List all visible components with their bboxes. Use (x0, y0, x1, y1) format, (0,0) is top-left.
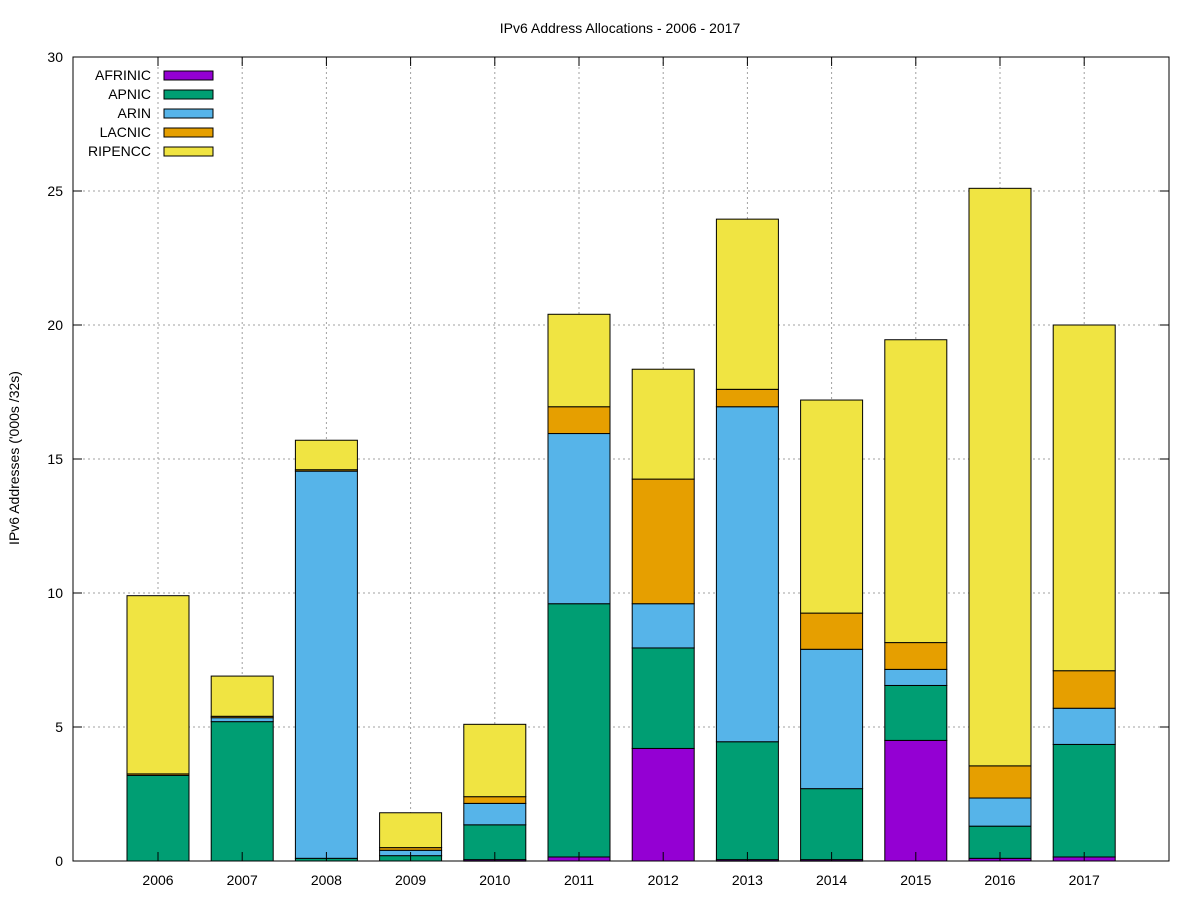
y-tick-label: 5 (55, 719, 63, 735)
bar-segment-ripencc-2017 (1052, 324, 1116, 672)
x-tick-label: 2014 (816, 872, 847, 888)
bar-segment-lacnic-2012 (631, 478, 695, 605)
bar-segment-arin-2010 (463, 802, 527, 826)
bar-segment-arin-2015 (884, 668, 948, 686)
bar-segment-apnic-2011 (547, 603, 611, 858)
bar-segment-ripencc-2010 (463, 723, 527, 798)
bar-segment-arin-2008 (294, 470, 358, 859)
y-tick-label: 10 (47, 585, 63, 601)
bar-segment-lacnic-2013 (715, 388, 779, 408)
legend-swatch (163, 89, 214, 100)
bar-segment-arin-2012 (631, 603, 695, 649)
bar-segment-ripencc-2013 (715, 218, 779, 390)
x-tick-label: 2012 (648, 872, 679, 888)
y-tick-label: 20 (47, 317, 63, 333)
y-tick-label: 25 (47, 183, 63, 199)
bar-segment-apnic-2006 (126, 774, 190, 862)
x-tick-label: 2007 (227, 872, 258, 888)
legend-label: RIPENCC (88, 143, 151, 159)
y-axis-label: IPv6 Addresses ('000s /32s) (6, 371, 22, 545)
bar-segment-apnic-2007 (210, 721, 274, 862)
bar-segment-apnic-2017 (1052, 743, 1116, 858)
bar-segment-arin-2011 (547, 433, 611, 605)
bar-segment-arin-2013 (715, 406, 779, 743)
bar-segment-lacnic-2015 (884, 642, 948, 670)
x-tick-label: 2010 (479, 872, 510, 888)
legend-swatch (163, 70, 214, 81)
bar-segment-lacnic-2014 (800, 612, 864, 650)
bar-segment-apnic-2014 (800, 788, 864, 861)
legend-swatch (163, 127, 214, 138)
bar-segment-afrinic-2015 (884, 739, 948, 862)
x-tick-label: 2011 (564, 872, 594, 888)
x-tick-label: 2008 (311, 872, 342, 888)
bar-segment-arin-2017 (1052, 707, 1116, 745)
y-tick-label: 30 (47, 49, 63, 65)
legend-label: AFRINIC (95, 67, 151, 83)
bar-segment-arin-2014 (800, 648, 864, 790)
bars (126, 187, 1116, 862)
bar-segment-lacnic-2010 (463, 796, 527, 804)
bar-segment-ripencc-2008 (294, 439, 358, 471)
legend-label: ARIN (118, 105, 151, 121)
bar-segment-lacnic-2011 (547, 406, 611, 435)
bar-segment-ripencc-2006 (126, 595, 190, 775)
bar-segment-ripencc-2012 (631, 368, 695, 480)
bar-segment-ripencc-2009 (379, 812, 443, 849)
bar-segment-apnic-2013 (715, 741, 779, 861)
bar-segment-apnic-2015 (884, 684, 948, 741)
legend-swatch (163, 108, 214, 119)
chart-title: IPv6 Address Allocations - 2006 - 2017 (500, 20, 741, 36)
x-tick-label: 2015 (900, 872, 931, 888)
bar-segment-ripencc-2015 (884, 339, 948, 644)
x-tick-label: 2009 (395, 872, 426, 888)
x-tick-label: 2013 (732, 872, 763, 888)
bar-segment-ripencc-2007 (210, 675, 274, 717)
y-tick-label: 0 (55, 853, 63, 869)
x-tick-label: 2016 (984, 872, 1015, 888)
bar-segment-ripencc-2016 (968, 187, 1032, 767)
bar-segment-lacnic-2017 (1052, 670, 1116, 709)
y-tick-label: 15 (47, 451, 63, 467)
x-tick-label: 2006 (142, 872, 173, 888)
axis-ticks: 0 5 10 15 20 25 30 2006 2007 2008 2009 2010 2011 2012… (47, 49, 1169, 888)
bar-segment-lacnic-2016 (968, 765, 1032, 799)
legend: AFRINIC APNIC ARIN LACNIC RIPENCC (88, 67, 214, 159)
legend-swatch (163, 146, 214, 157)
legend-label: APNIC (108, 86, 151, 102)
bar-segment-ripencc-2011 (547, 313, 611, 408)
bar-segment-apnic-2012 (631, 647, 695, 749)
bar-segment-arin-2016 (968, 797, 1032, 827)
bar-segment-afrinic-2012 (631, 747, 695, 862)
x-tick-label: 2017 (1069, 872, 1100, 888)
legend-label: LACNIC (100, 124, 151, 140)
bar-segment-ripencc-2014 (800, 399, 864, 614)
